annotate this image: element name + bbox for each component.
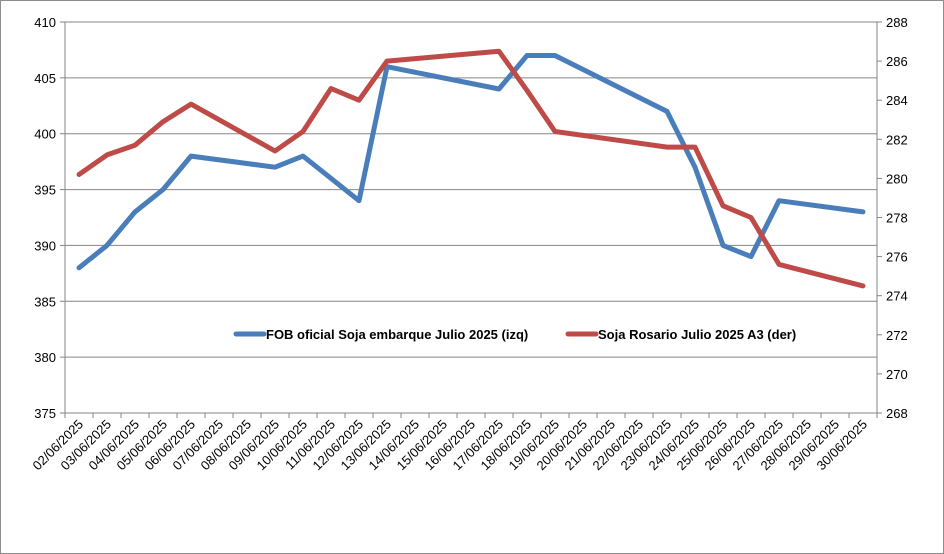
y-left-tick-label: 400 (34, 127, 56, 142)
legend: FOB oficial Soja embarque Julio 2025 (iz… (233, 327, 796, 342)
y-left-tick-label: 405 (34, 71, 56, 86)
axes (60, 21, 882, 418)
y-right-tick-label: 278 (886, 211, 908, 226)
left-axis-ticks: 375 380 385 390 395 400 405 410 (34, 15, 56, 421)
legend-label-1: FOB oficial Soja embarque Julio 2025 (iz… (266, 327, 528, 342)
y-right-tick-label: 282 (886, 132, 908, 147)
y-right-tick-label: 276 (886, 250, 908, 265)
y-left-tick-label: 375 (34, 406, 56, 421)
y-left-tick-label: 390 (34, 238, 56, 253)
y-right-tick-label: 280 (886, 171, 908, 186)
series-line-1 (76, 53, 866, 271)
right-axis-ticks: 268 270 272 274 276 278 280 282 284 286 288 (886, 15, 908, 421)
legend-label-2: Soja Rosario Julio 2025 A3 (der) (598, 327, 796, 342)
y-right-tick-label: 284 (886, 93, 908, 108)
y-right-tick-label: 272 (886, 328, 908, 343)
y-right-tick-label: 288 (886, 15, 908, 30)
y-right-tick-label: 268 (886, 406, 908, 421)
series-lines (76, 48, 866, 289)
y-left-tick-label: 410 (34, 15, 56, 30)
y-right-tick-label: 270 (886, 367, 908, 382)
y-left-tick-label: 395 (34, 183, 56, 198)
gridlines (65, 21, 877, 414)
series-line-2 (76, 48, 866, 289)
y-left-tick-label: 380 (34, 350, 56, 365)
y-right-tick-label: 274 (886, 289, 908, 304)
y-left-tick-label: 385 (34, 294, 56, 309)
y-right-tick-label: 286 (886, 54, 908, 69)
x-axis-ticks: 02/06/202503/06/202504/06/202505/06/2025… (29, 417, 870, 474)
